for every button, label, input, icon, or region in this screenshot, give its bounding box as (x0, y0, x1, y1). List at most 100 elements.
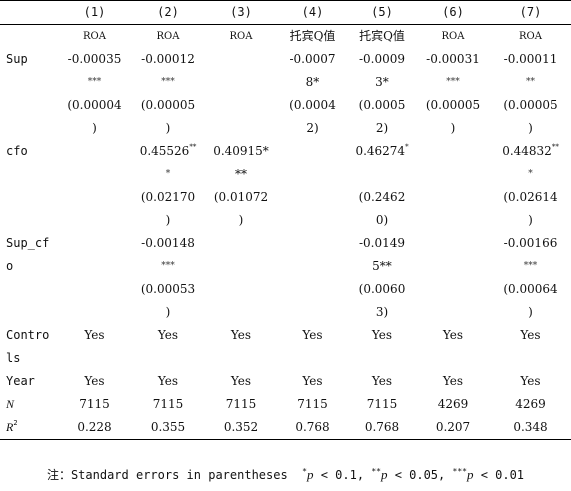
coef-cell: 0.46274* (355, 143, 409, 158)
se-cell: (0.00005 (503, 98, 558, 112)
coef-cell (205, 48, 277, 71)
controls-wrap-row: ls (0, 347, 571, 370)
se-wrap: ) (450, 121, 456, 135)
significance-stars: *** (161, 261, 175, 271)
depvar-label: ROA (441, 31, 465, 42)
n-row: N 7115 7115 7115 7115 7115 4269 4269 (0, 393, 571, 416)
se-cell: (0.0004 (289, 98, 336, 112)
depvar-label: ROA (519, 31, 542, 42)
se-cell: (0.02170 (140, 190, 196, 204)
se-wrap: 3) (375, 305, 389, 319)
note-prefix: 注：Standard errors in parentheses (46, 468, 288, 482)
value-cell: 0.348 (513, 420, 548, 434)
row-label: Sup (6, 52, 28, 66)
value-cell: 7115 (152, 397, 184, 411)
se-wrap: 2) (306, 121, 319, 135)
value-cell: Yes (371, 374, 393, 388)
cfo-coef-row: cfo 0.45526** 0.40915* 0.46274* 0.44832*… (0, 140, 571, 163)
row-label: cfo (6, 144, 28, 158)
value-cell: 4269 (437, 397, 469, 411)
value-cell: Yes (230, 328, 252, 342)
row-label: R (6, 420, 14, 434)
se-wrap: ) (165, 305, 171, 319)
value-cell: Yes (442, 328, 464, 342)
coef-wrap: * (165, 169, 171, 179)
regression-table: (1) (2) (3) (4) (5) (6) (7) ROA ROA ROA … (0, 0, 571, 440)
row-label-sup: 2 (13, 419, 18, 427)
coef-cell: -0.00035 (67, 52, 122, 66)
significance-stars: ** (189, 143, 197, 151)
significance-stars: ** (526, 77, 535, 87)
value-cell: 7115 (225, 397, 257, 411)
r2-row: R2 0.228 0.355 0.352 0.768 0.768 0.207 0… (0, 416, 571, 440)
value-cell: 0.355 (150, 420, 186, 434)
cfo-star-row: * ** * (0, 163, 571, 186)
column-header: (3) (230, 5, 252, 19)
value-cell: Yes (157, 328, 179, 342)
se-wrap: ) (528, 213, 533, 227)
column-header: (6) (442, 5, 464, 19)
value-cell: 4269 (515, 397, 546, 411)
coef-wrap: 3* (375, 75, 389, 89)
sup-star-row: *** *** 8* 3* *** ** (0, 71, 571, 94)
value-cell: Yes (442, 374, 464, 388)
value-cell: Yes (520, 328, 541, 342)
supcfo-star-row: o *** 5** *** (0, 255, 571, 278)
coef-cell: -0.00012 (141, 52, 195, 66)
se-wrap: ) (165, 213, 171, 227)
value-cell: Yes (230, 374, 252, 388)
coef-wrap: 5** (372, 259, 392, 273)
row-label: N (6, 397, 15, 411)
supcfo-se-wrap-row: ) 3) ) (0, 301, 571, 324)
cfo-se-row: (0.02170 (0.01072 (0.2462 (0.02614 (0, 186, 571, 209)
row-label: Year (6, 374, 35, 388)
value-cell: Yes (302, 328, 323, 342)
se-cell: (0.0005 (358, 98, 406, 112)
coef-cell: 0.40915* (213, 144, 269, 158)
value-cell: Yes (157, 374, 179, 388)
coef-cell: -0.00031 (426, 52, 480, 66)
significance-stars: *** (446, 77, 460, 87)
row-label-wrap: ls (6, 351, 21, 365)
se-cell: (0.01072 (213, 190, 269, 204)
se-wrap: 0) (375, 213, 389, 227)
value-cell: 0.207 (435, 420, 471, 434)
value-cell: Yes (371, 328, 393, 342)
significance-stars: ** (551, 143, 559, 151)
row-label: Contro (6, 328, 50, 342)
supcfo-coef-row: Sup_cf -0.00148 -0.0149 -0.00166 (0, 232, 571, 255)
se-wrap: ) (165, 121, 171, 135)
value-cell: Yes (84, 328, 105, 342)
depvar-label: 托宾Q值 (359, 29, 405, 43)
significance-stars: *** (87, 77, 102, 87)
se-cell: (0.0060 (358, 282, 406, 296)
se-wrap: ) (238, 213, 244, 227)
se-wrap: ) (528, 121, 533, 135)
column-header: (4) (301, 5, 324, 19)
value-cell: 0.228 (77, 420, 112, 434)
coef-wrap: 8* (305, 75, 320, 89)
column-header: (5) (371, 5, 393, 19)
value-cell: Yes (84, 374, 105, 388)
value-cell: Yes (520, 374, 541, 388)
se-wrap: 2) (375, 121, 389, 135)
se-wrap: ) (92, 121, 97, 135)
sup-coef-row: Sup -0.00035 -0.00012 -0.0007 -0.0009 -0… (0, 48, 571, 71)
value-cell: 7115 (79, 397, 110, 411)
se-cell: (0.00005 (425, 98, 481, 112)
sup-se-row: (0.00004 (0.00005 (0.0004 (0.0005 (0.000… (0, 94, 571, 117)
column-header: (2) (157, 5, 179, 19)
se-cell: (0.00004 (67, 98, 122, 112)
se-wrap: ) (528, 305, 533, 319)
coef-cell: -0.0007 (289, 52, 336, 66)
table-note: 注：Standard errors in parentheses *p < 0.… (46, 467, 525, 482)
depvar-row: ROA ROA ROA 托宾Q值 托宾Q值 ROA ROA (0, 24, 571, 49)
se-cell: (0.00005 (140, 98, 196, 112)
coef-cell: -0.00011 (503, 52, 558, 66)
se-cell: (0.02614 (503, 190, 558, 204)
sup-se-wrap-row: ) ) 2) 2) ) ) (0, 117, 571, 140)
coef-cell: -0.00166 (503, 236, 558, 250)
significance-stars: *** (161, 77, 175, 87)
coef-cell: 0.44832** (502, 143, 559, 158)
column-header: (1) (83, 5, 106, 19)
